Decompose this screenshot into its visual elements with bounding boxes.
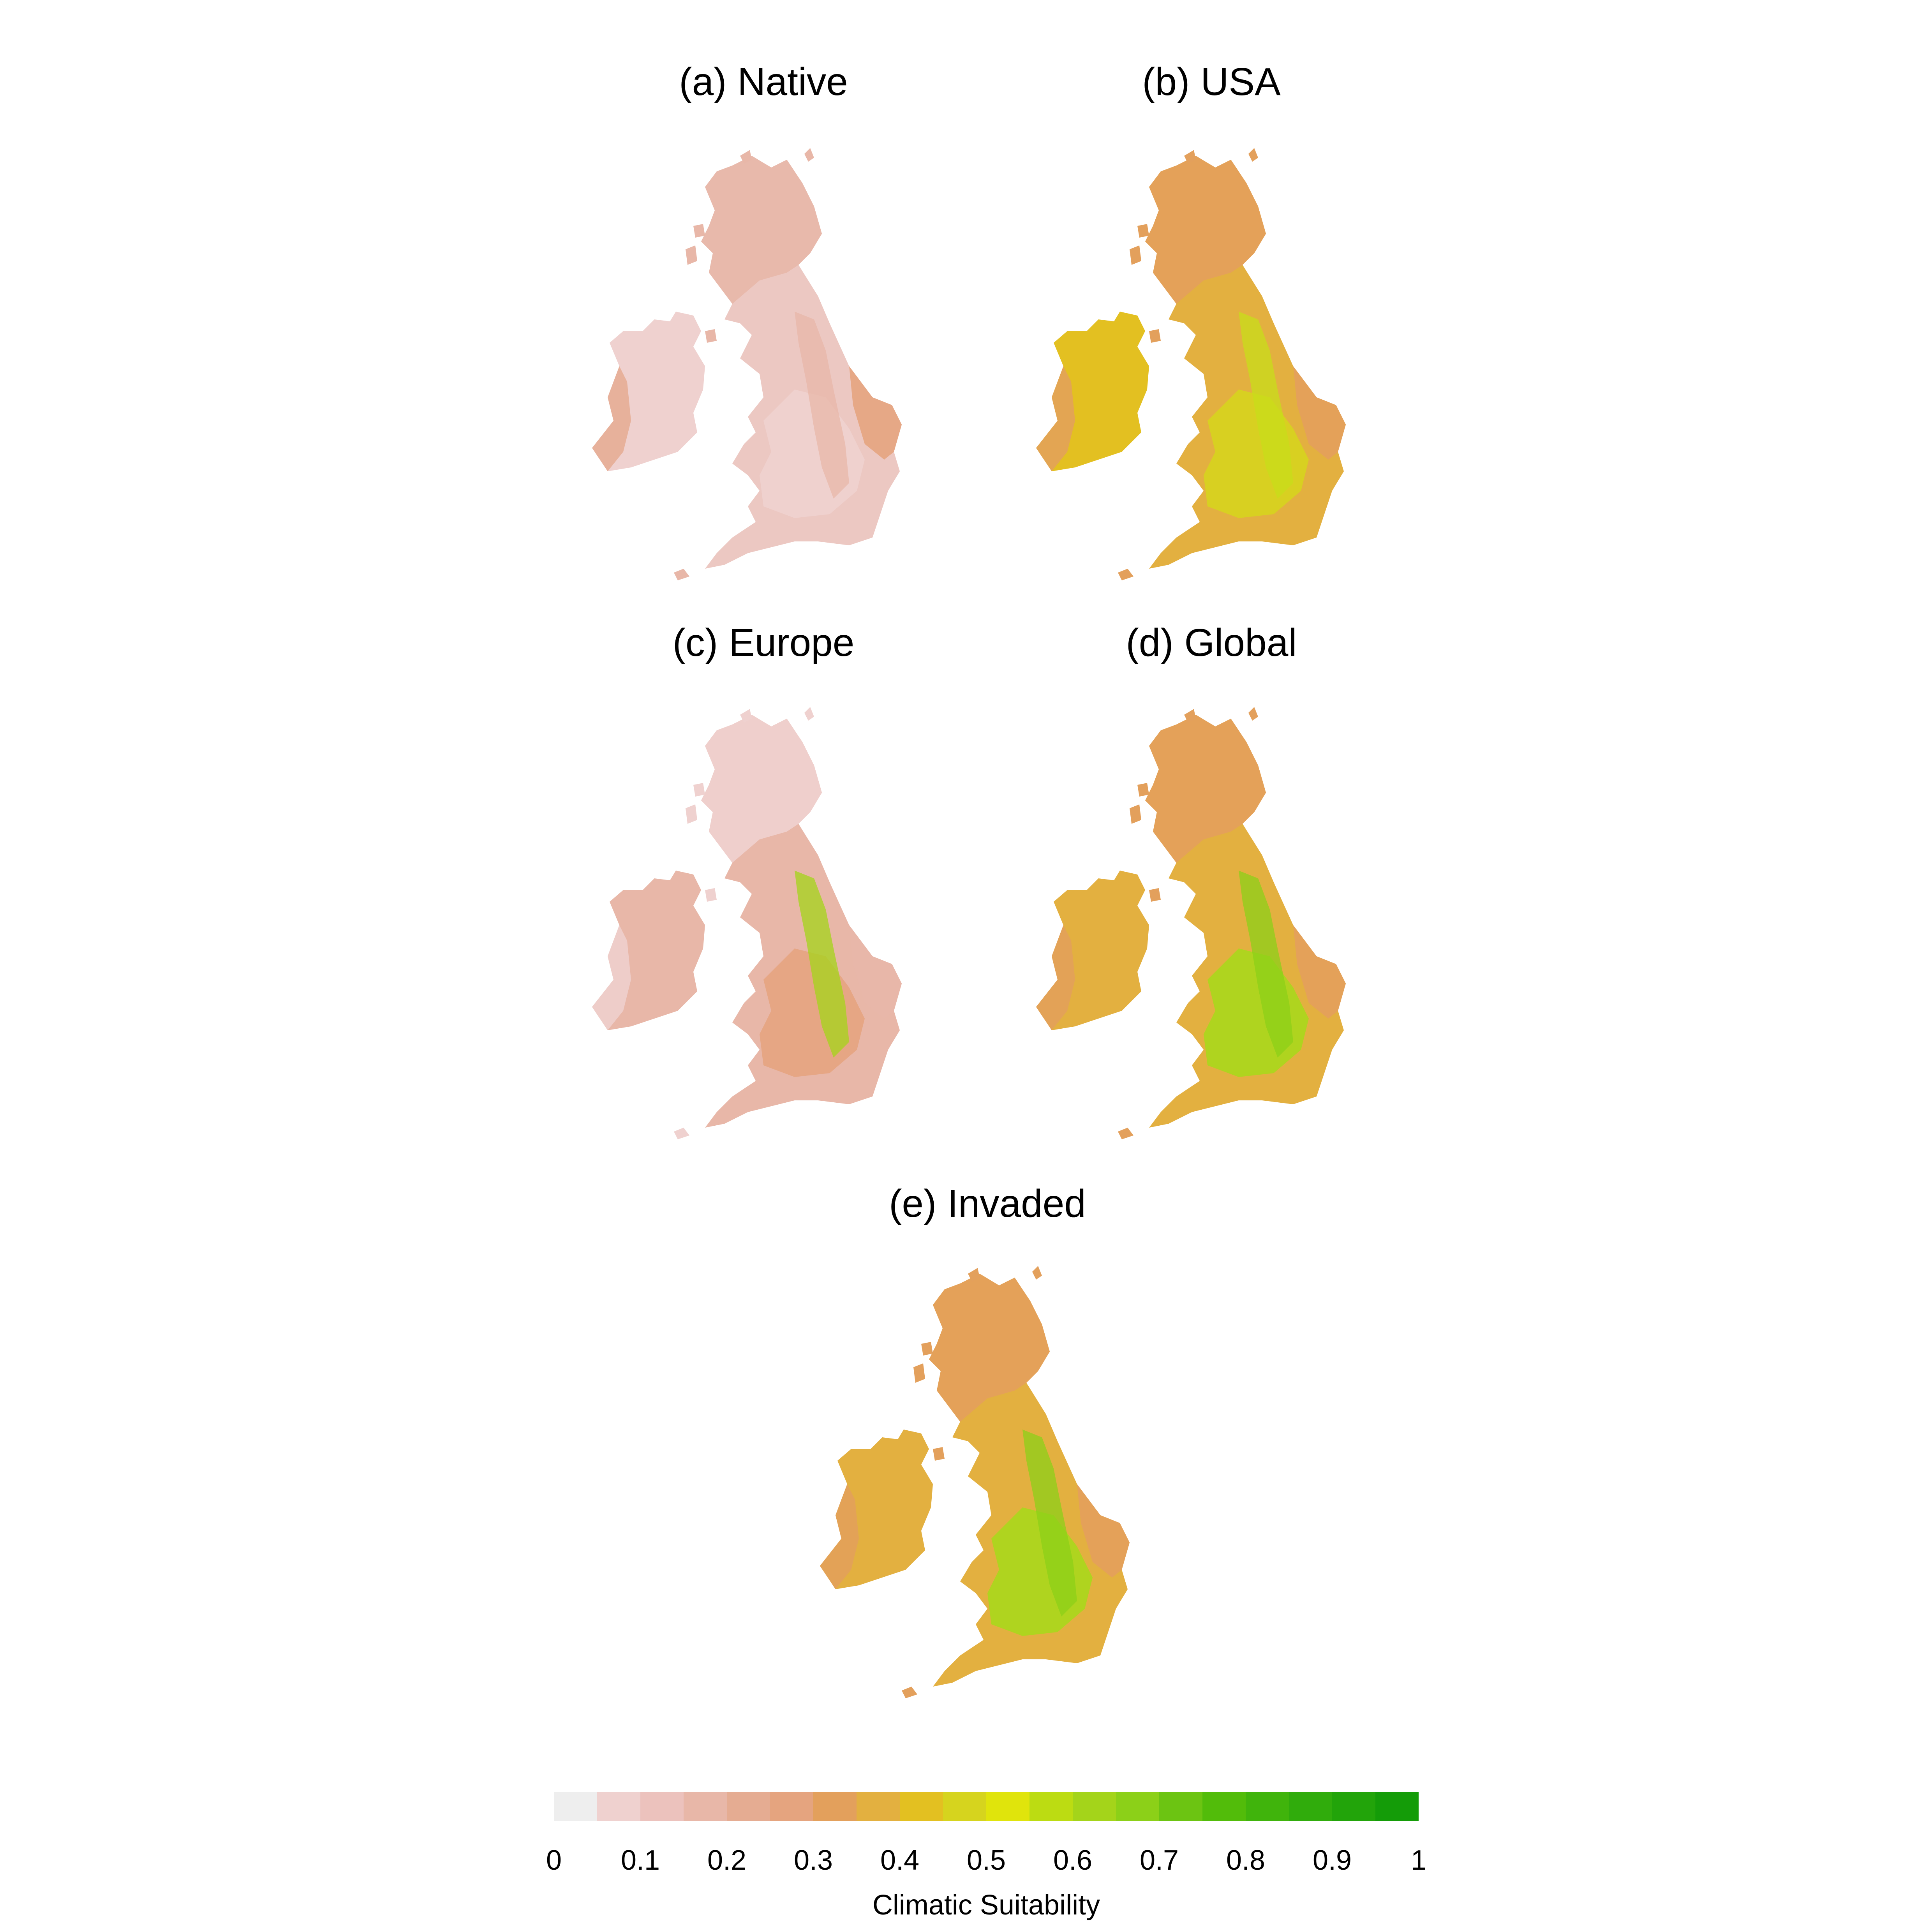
east-anglia-region (1077, 1484, 1130, 1578)
small-island (1137, 783, 1149, 797)
panel-title-native: (a) Native (679, 60, 848, 104)
legend-tick-label: 0.7 (1139, 1845, 1179, 1876)
high-suitability-belt (795, 312, 849, 499)
high-suitability-belt (795, 871, 849, 1058)
legend-swatch (597, 1792, 640, 1821)
legend-tick-label: 0.2 (707, 1845, 747, 1876)
legend-swatch (1289, 1792, 1332, 1821)
legend-swatch (1073, 1792, 1116, 1821)
color-legend: 0 0.1 0.2 0.3 0.4 0.5 0.6 0.7 0.8 0.9 1 Climatic S… (546, 1792, 1426, 1924)
east-anglia-region (1293, 925, 1346, 1019)
legend-swatch (640, 1792, 684, 1821)
panel-title-global: (d) Global (1126, 621, 1297, 665)
ireland-west-coast (820, 1484, 859, 1589)
legend-swatch (684, 1792, 727, 1821)
ireland-west-coast (592, 366, 631, 471)
small-island (674, 1128, 689, 1139)
small-island (686, 245, 697, 265)
legend-swatch (900, 1792, 943, 1821)
legend-title: Climatic Suitability (872, 1890, 1100, 1921)
legend-tick-label: 0.3 (793, 1845, 833, 1876)
legend-tick-label: 0.9 (1312, 1845, 1352, 1876)
legend-color-bar (554, 1792, 1419, 1821)
legend-tick-label: 1 (1410, 1845, 1427, 1876)
legend-tick-label: 0 (546, 1845, 562, 1876)
small-island (686, 804, 697, 824)
legend-swatch (554, 1792, 597, 1821)
small-island (902, 1687, 917, 1698)
legend-tick-label: 0.6 (1053, 1845, 1093, 1876)
legend-tick-label: 0.4 (880, 1845, 920, 1876)
small-island (1130, 245, 1141, 265)
small-island (1032, 1266, 1042, 1280)
east-anglia-region (1293, 366, 1346, 460)
legend-swatch (1202, 1792, 1246, 1821)
high-suitability-belt (1239, 312, 1293, 499)
legend-swatch (857, 1792, 900, 1821)
legend-swatch (727, 1792, 770, 1821)
scotland-region (701, 715, 822, 863)
small-island (1118, 569, 1133, 580)
small-island (740, 150, 752, 164)
small-island (1184, 709, 1196, 723)
map-usa (1036, 148, 1346, 580)
small-island (921, 1342, 933, 1356)
small-island (1248, 148, 1258, 162)
panel-title-invaded: (e) Invaded (889, 1182, 1086, 1225)
ireland-west-coast (1036, 925, 1075, 1030)
small-island (693, 224, 705, 238)
panel-title-usa: (b) USA (1142, 60, 1281, 104)
legend-swatch (986, 1792, 1029, 1821)
small-island (1130, 804, 1141, 824)
small-island (1137, 224, 1149, 238)
scotland-region (929, 1274, 1050, 1422)
map-native (592, 148, 902, 580)
map-europe (592, 707, 902, 1139)
panel-title-europe: (c) Europe (672, 621, 855, 665)
small-island (693, 783, 705, 797)
small-island (968, 1268, 980, 1282)
small-island (1149, 888, 1161, 902)
small-island (1149, 329, 1161, 343)
legend-tick-label: 0.8 (1226, 1845, 1266, 1876)
legend-swatch (1116, 1792, 1159, 1821)
legend-tick-label: 0.5 (966, 1845, 1006, 1876)
small-island (705, 888, 717, 902)
scotland-region (1145, 715, 1266, 863)
ireland-west-coast (592, 925, 631, 1030)
map-invaded (820, 1266, 1130, 1698)
legend-tick-label: 0.1 (620, 1845, 660, 1876)
legend-swatch (1375, 1792, 1419, 1821)
legend-swatch (770, 1792, 813, 1821)
legend-swatch (1029, 1792, 1073, 1821)
small-island (1184, 150, 1196, 164)
small-island (1248, 707, 1258, 721)
legend-swatch (1246, 1792, 1289, 1821)
small-island (740, 709, 752, 723)
east-anglia-region (849, 366, 902, 460)
small-island (804, 707, 814, 721)
small-island (1118, 1128, 1133, 1139)
high-suitability-belt (1022, 1430, 1077, 1616)
small-island (933, 1447, 945, 1461)
small-island (804, 148, 814, 162)
legend-swatch (813, 1792, 857, 1821)
map-global (1036, 707, 1346, 1139)
legend-swatch (1332, 1792, 1375, 1821)
east-anglia-region (849, 925, 902, 1019)
legend-swatch (1159, 1792, 1202, 1821)
ireland-west-coast (1036, 366, 1075, 471)
scotland-region (1145, 156, 1266, 304)
scotland-region (701, 156, 822, 304)
high-suitability-belt (1239, 871, 1293, 1058)
small-island (705, 329, 717, 343)
legend-swatch (943, 1792, 986, 1821)
small-island (674, 569, 689, 580)
small-island (913, 1363, 925, 1383)
